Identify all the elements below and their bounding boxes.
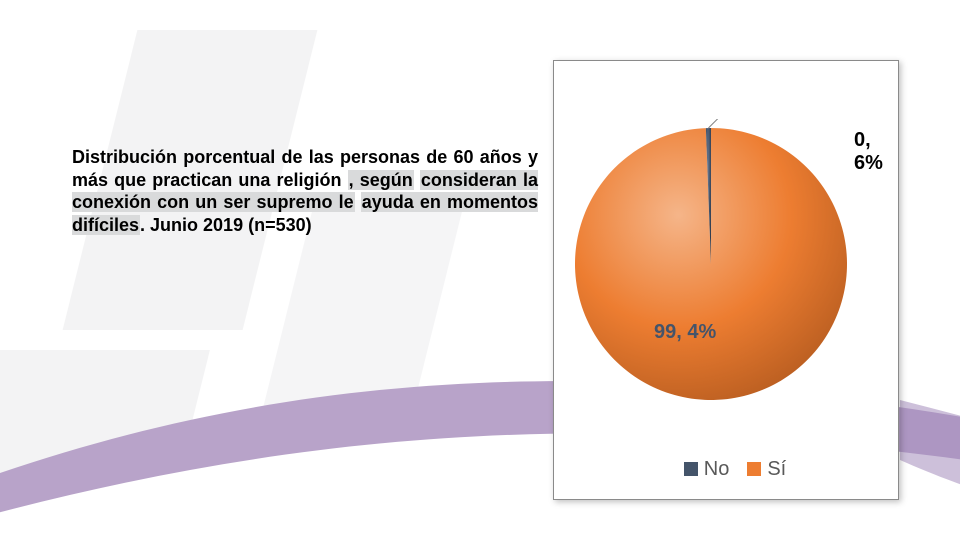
legend-swatch-no (684, 462, 698, 476)
legend-swatch-si (747, 462, 761, 476)
legend-item-no: No (666, 458, 730, 481)
legend-item-si: Sí (729, 458, 786, 481)
pie-chart (566, 119, 856, 409)
background-panel (245, 200, 465, 480)
background-panel (0, 350, 210, 540)
legend-label-no: No (704, 458, 730, 480)
chart-container: 0, 6% 99, 4% No Sí (553, 60, 899, 500)
data-label-no: 0, 6% (854, 129, 898, 175)
legend: No Sí (554, 458, 898, 481)
chart-title: Distribución porcentual de las personas … (72, 146, 538, 236)
slide: Distribución porcentual de las personas … (0, 0, 960, 540)
leader-line-no (708, 119, 768, 128)
legend-label-si: Sí (767, 458, 786, 480)
data-label-si: 99, 4% (654, 321, 716, 344)
